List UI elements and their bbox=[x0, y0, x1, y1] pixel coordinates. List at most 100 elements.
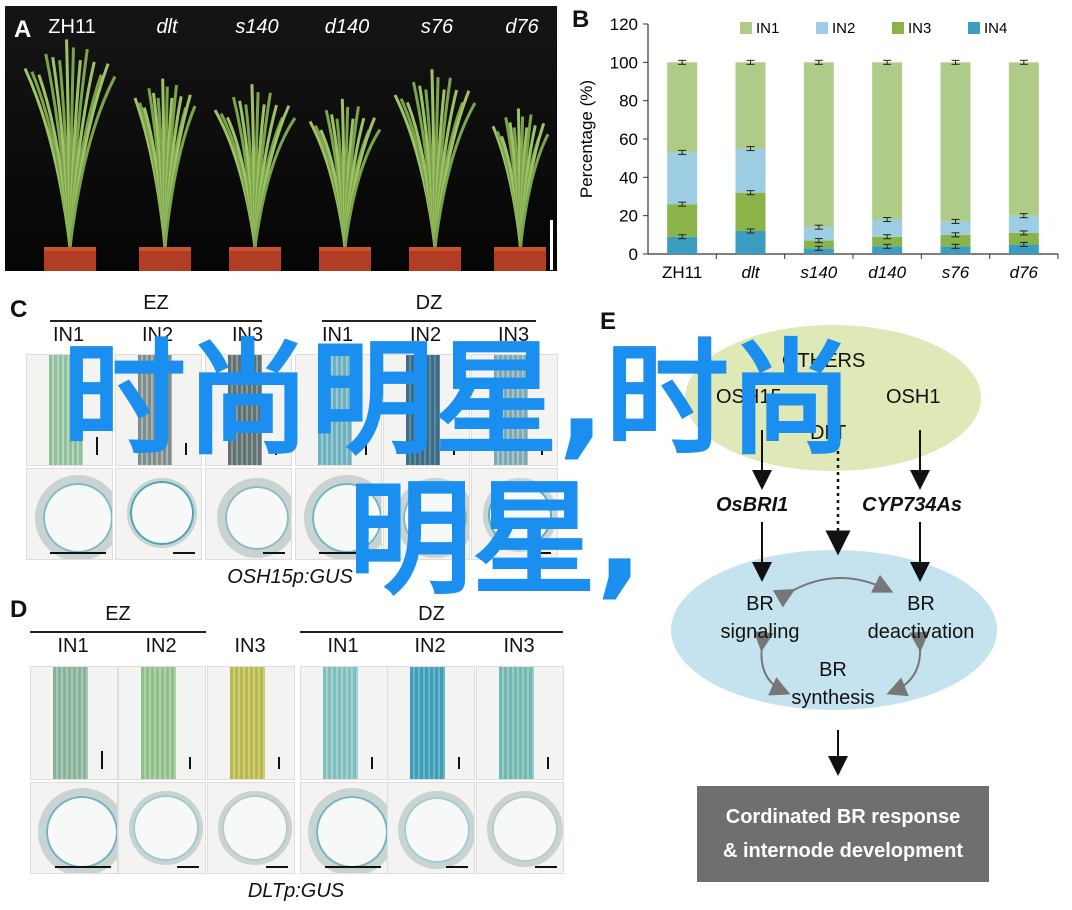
stem-ring bbox=[394, 478, 469, 558]
plant-label: ZH11 bbox=[48, 16, 96, 38]
legend-label: IN4 bbox=[984, 20, 1007, 37]
panel-c-letter: C bbox=[10, 296, 28, 323]
panel-e-diagram: OTHERS OSH15 OSH1 DLT OsBRI1 CYP734As BR… bbox=[600, 300, 1070, 900]
panel-a-photo: ZH11 dlt s140 d140 s76 d76 bbox=[5, 6, 557, 271]
group-underline bbox=[300, 631, 563, 633]
stem-ring bbox=[482, 478, 557, 552]
plant-pot bbox=[44, 247, 96, 271]
scale-bar bbox=[441, 552, 463, 554]
group-label-ez: EZ bbox=[105, 603, 131, 625]
bar-segment-in2 bbox=[667, 152, 698, 205]
y-tick-label: 40 bbox=[619, 168, 638, 187]
cross-section bbox=[383, 468, 470, 560]
bar-segment-in3 bbox=[872, 236, 903, 247]
x-tick-label: ZH11 bbox=[662, 263, 702, 282]
response-box: Cordinated BR response & internode devel… bbox=[697, 786, 989, 882]
scale-bar bbox=[458, 757, 460, 769]
osh15-label: OSH15 bbox=[716, 386, 782, 408]
plant-pot bbox=[494, 247, 546, 271]
bar-segment-in1 bbox=[735, 62, 766, 149]
x-tick-label: s140 bbox=[800, 263, 837, 282]
scale-bar bbox=[55, 866, 111, 868]
br-signaling-line1: BR bbox=[746, 593, 774, 615]
cross-section bbox=[118, 782, 206, 874]
scale-bar bbox=[50, 552, 106, 554]
legend-swatch bbox=[968, 22, 980, 34]
figure-caption: DLTp:GUS bbox=[247, 880, 345, 902]
stained-tissue bbox=[323, 667, 358, 779]
bar-segment-in3 bbox=[940, 234, 971, 247]
bar-segment-in1 bbox=[803, 62, 834, 228]
osbri1-label: OsBRI1 bbox=[716, 494, 789, 516]
group-label-ez: EZ bbox=[143, 292, 169, 314]
plant-label: d76 bbox=[505, 16, 539, 38]
watermark-line-2: 明星, bbox=[348, 468, 644, 612]
scale-bar bbox=[101, 751, 103, 769]
y-tick-label: 120 bbox=[610, 15, 638, 34]
plant-label: dlt bbox=[156, 16, 178, 38]
bar-segment-in3 bbox=[735, 192, 766, 231]
scale-bar bbox=[319, 552, 375, 554]
bar-segment-in3 bbox=[667, 204, 698, 237]
longitudinal-section bbox=[118, 666, 206, 780]
br-deactivation-line1: BR bbox=[907, 593, 935, 615]
plant-leaves bbox=[23, 39, 117, 247]
scale-bar bbox=[446, 866, 468, 868]
stem-ring bbox=[216, 478, 291, 558]
plant-leaves bbox=[133, 78, 197, 247]
y-axis-label: Percentage (%) bbox=[577, 80, 596, 198]
group-underline bbox=[322, 320, 536, 322]
longitudinal-section bbox=[476, 666, 564, 780]
stained-tissue bbox=[494, 355, 529, 465]
dlt-label: DLT bbox=[810, 422, 847, 444]
stained-tissue bbox=[406, 355, 441, 465]
bar-segment-in2 bbox=[940, 221, 971, 235]
stem-ring bbox=[308, 788, 387, 873]
scale-bar bbox=[189, 757, 191, 769]
stem-ring bbox=[126, 478, 197, 548]
cross-section bbox=[30, 782, 118, 874]
legend-swatch bbox=[740, 22, 752, 34]
panel-b-letter: B bbox=[572, 6, 590, 33]
x-tick-label: d76 bbox=[1010, 263, 1039, 282]
scale-bar bbox=[541, 443, 543, 455]
column-label: IN2 bbox=[414, 635, 446, 657]
legend-label: IN3 bbox=[908, 20, 931, 37]
scale-bar bbox=[547, 757, 549, 769]
longitudinal-section bbox=[383, 354, 470, 466]
scale-bar bbox=[453, 443, 455, 455]
scale-bar bbox=[550, 220, 553, 270]
bar-segment-in1 bbox=[940, 62, 971, 222]
longitudinal-section bbox=[115, 354, 202, 466]
stem-ring bbox=[303, 475, 381, 559]
scale-bar bbox=[263, 552, 285, 554]
plant-label: s76 bbox=[420, 16, 454, 38]
group-underline bbox=[30, 631, 206, 633]
column-label: IN1 bbox=[57, 635, 89, 657]
plant-leaves bbox=[213, 84, 297, 247]
stained-tissue bbox=[410, 667, 445, 779]
longitudinal-section bbox=[26, 354, 113, 466]
plant-leaves bbox=[393, 69, 477, 247]
column-label: IN2 bbox=[409, 324, 442, 346]
cross-section bbox=[115, 468, 202, 560]
legend-swatch bbox=[892, 22, 904, 34]
plant-label: d140 bbox=[324, 16, 370, 38]
bar-segment-in2 bbox=[872, 219, 903, 237]
group-label-dz: DZ bbox=[415, 292, 443, 314]
panel-b-chart: 0 20 40 60 80 100 120 Percentage (%) ZH11 dlt s140… bbox=[570, 6, 1070, 296]
group-underline bbox=[50, 320, 262, 322]
plant-leaves bbox=[491, 108, 549, 247]
scale-bar bbox=[275, 443, 277, 455]
stacked-bar-chart: 0 20 40 60 80 100 120 Percentage (%) ZH11 dlt s140… bbox=[577, 15, 1059, 282]
stem-ring bbox=[38, 788, 117, 873]
longitudinal-section bbox=[30, 666, 118, 780]
stained-tissue bbox=[138, 355, 173, 465]
column-label: IN3 bbox=[234, 635, 266, 657]
y-tick-label: 0 bbox=[629, 245, 638, 264]
stained-tissue bbox=[141, 667, 176, 779]
cyp734as-label: CYP734As bbox=[862, 494, 963, 516]
legend-swatch bbox=[816, 22, 828, 34]
column-label: IN1 bbox=[327, 635, 359, 657]
legend-label: IN2 bbox=[832, 20, 855, 37]
